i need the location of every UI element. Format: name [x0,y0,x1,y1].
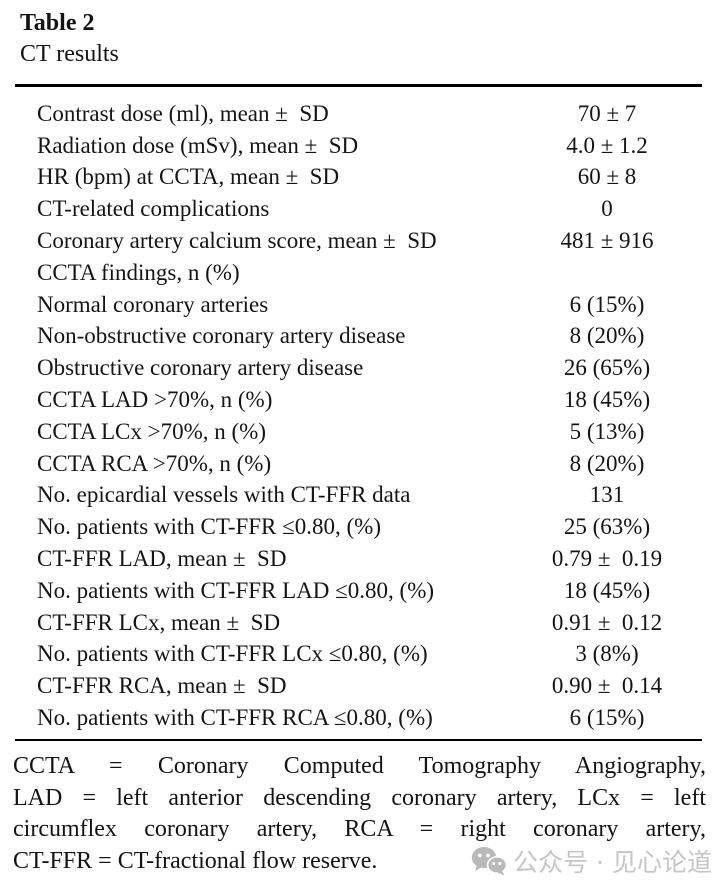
table-row: Contrast dose (ml), mean ± SD 70 ± 7 [15,98,702,130]
footnote-line: circumflex coronary artery, RCA = right … [13,816,706,843]
row-value: 131 [589,482,625,508]
row-value: 6 (15%) [569,291,645,317]
table-row: CCTA LAD >70%, n (%) 18 (45%) [15,384,702,416]
table-row: CT-FFR RCA, mean ± SD 0.90 ± 0.14 [15,670,702,702]
table-title: CT results [20,41,119,67]
table-row: HR (bpm) at CCTA, mean ± SD 60 ± 8 [15,162,702,194]
footnote-line: CT-FFR = CT-fractional flow reserve. [13,847,378,874]
top-rule-divider [15,84,702,87]
table-row: CT-FFR LAD, mean ± SD 0.79 ± 0.19 [15,543,702,575]
row-label: CCTA LAD >70%, n (%) [37,387,273,413]
watermark-text: 公众号 · 见心论道 [513,848,712,877]
wechat-icon [471,847,508,876]
row-value: 0.90 ± 0.14 [551,673,663,699]
row-value: 0.91 ± 0.12 [551,609,663,635]
table-row: CCTA RCA >70%, n (%) 8 (20%) [15,448,702,480]
footnote-line: CCTA = Coronary Computed Tomography Angi… [13,753,706,779]
row-label: Obstructive coronary artery disease [37,355,364,381]
row-label: Normal coronary arteries [37,291,269,317]
table-row: Radiation dose (mSv), mean ± SD 4.0 ± 1.2 [15,130,702,162]
row-value: 5 (13%) [569,418,645,444]
table-caption: Table 2 CT results [20,8,119,71]
row-value: 4.0 ± 1.2 [566,132,648,158]
row-label: CCTA findings, n (%) [37,259,240,285]
table-row: CCTA findings, n (%) [15,257,702,289]
row-label: No. epicardial vessels with CT-FFR data [37,482,411,508]
row-label: No. patients with CT-FFR LAD ≤0.80, (%) [37,577,435,603]
row-value: 18 (45%) [563,387,651,413]
row-label: No. patients with CT-FFR LCx ≤0.80, (%) [37,641,428,667]
row-label: No. patients with CT-FFR ≤0.80, (%) [37,514,382,540]
table-row: Non-obstructive coronary artery disease 8… [15,321,702,353]
table-row: No. patients with CT-FFR ≤0.80, (%) 25 (6… [15,511,702,543]
table-row: CT-FFR LCx, mean ± SD 0.91 ± 0.12 [15,607,702,639]
row-value: 26 (65%) [563,355,651,381]
row-value: 18 (45%) [563,577,651,603]
row-value: 6 (15%) [569,705,645,731]
row-value: 8 (20%) [569,450,645,476]
table-row: CCTA LCx >70%, n (%) 5 (13%) [15,416,702,448]
table-row: Obstructive coronary artery disease 26 (6… [15,352,702,384]
row-label: CT-FFR LAD, mean ± SD [37,546,287,572]
row-value: 481 ± 916 [560,228,654,254]
row-value: 25 (63%) [563,514,651,540]
watermark: 公众号 · 见心论道 [471,843,712,879]
table-row: CT-related complications 0 [15,193,702,225]
row-value: 70 ± 7 [577,100,637,126]
row-value: 3 (8%) [575,641,639,667]
row-value: 0 [601,196,613,222]
row-label: CCTA LCx >70%, n (%) [37,418,266,444]
row-label: HR (bpm) at CCTA, mean ± SD [37,164,340,190]
footnote: CCTA = Coronary Computed Tomography Angi… [13,751,706,877]
row-label: No. patients with CT-FFR RCA ≤0.80, (%) [37,705,433,731]
bottom-rule-divider [15,739,702,741]
row-label: Coronary artery calcium score, mean ± SD [37,228,437,254]
table-row: No. patients with CT-FFR LAD ≤0.80, (%) 1… [15,575,702,607]
row-value: 60 ± 8 [577,164,637,190]
footnote-line: LAD = left anterior descending coronary … [13,784,706,811]
row-value: 0.79 ± 0.19 [551,546,663,572]
row-label: Contrast dose (ml), mean ± SD [37,100,329,126]
row-label: CCTA RCA >70%, n (%) [37,450,272,476]
row-label: Non-obstructive coronary artery disease [37,323,406,349]
row-label: CT-FFR LCx, mean ± SD [37,609,281,635]
row-label: Radiation dose (mSv), mean ± SD [37,132,359,158]
row-label: CT-related complications [37,196,270,222]
row-label: CT-FFR RCA, mean ± SD [37,673,287,699]
table-row: No. epicardial vessels with CT-FFR data 1… [15,480,702,512]
table-label: Table 2 [20,10,95,36]
row-value: 8 (20%) [569,323,645,349]
table-row: Coronary artery calcium score, mean ± SD… [15,225,702,257]
table-row: No. patients with CT-FFR LCx ≤0.80, (%) 3… [15,639,702,671]
table-row: No. patients with CT-FFR RCA ≤0.80, (%) 6… [15,702,702,734]
ct-results-table: Contrast dose (ml), mean ± SD 70 ± 7 Radia… [15,88,702,734]
table-row: Normal coronary arteries 6 (15%) [15,289,702,321]
